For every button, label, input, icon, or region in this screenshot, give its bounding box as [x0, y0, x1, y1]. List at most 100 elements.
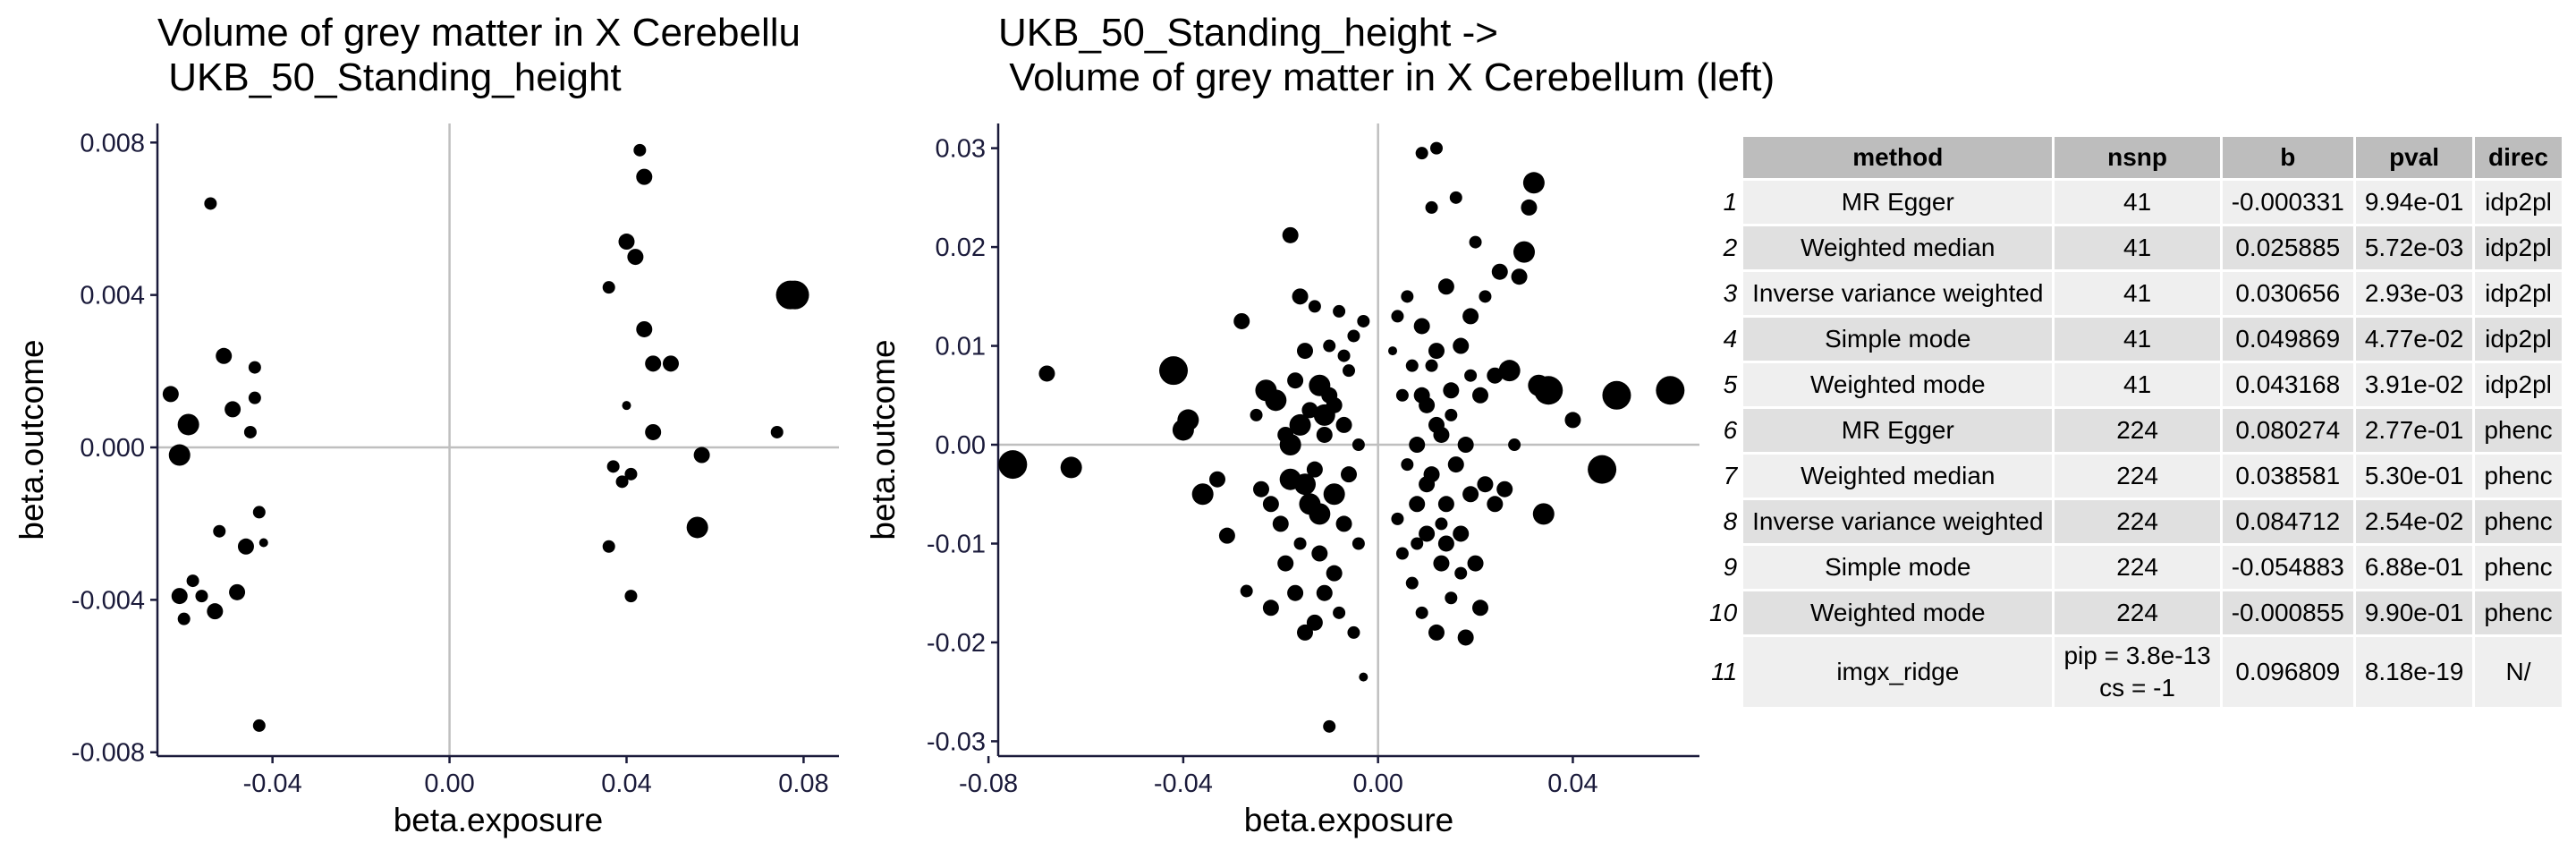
data-point: [252, 719, 266, 732]
data-point: [1279, 434, 1301, 456]
cell-pval: 9.90e-01: [2355, 591, 2473, 634]
data-point: [1060, 456, 1082, 479]
data-point: [1316, 426, 1333, 443]
data-point: [1522, 172, 1545, 194]
data-point: [1337, 349, 1351, 362]
data-point: [1347, 329, 1360, 343]
data-point: [216, 347, 233, 364]
data-point: [1437, 278, 1454, 295]
y-tick-label: 0.01: [936, 333, 986, 361]
data-point: [1321, 387, 1338, 404]
x-axis-title: beta.exposure: [394, 802, 604, 838]
data-point: [1401, 290, 1414, 303]
data-point: [186, 574, 199, 588]
x-tick-label: -0.04: [243, 770, 302, 798]
column-header-nsnp: nsnp: [2055, 137, 2220, 178]
left-chart-title: Volume of grey matter in X Cerebellu UKB…: [157, 11, 801, 99]
cell-direc: N/: [2475, 637, 2562, 707]
data-point: [177, 413, 199, 436]
data-point: [1508, 438, 1521, 452]
data-point: [1347, 625, 1360, 639]
data-point: [1437, 496, 1454, 513]
data-point: [243, 425, 257, 438]
data-point: [1326, 565, 1343, 582]
data-point: [1477, 476, 1494, 493]
cell-pval: 2.54e-02: [2355, 500, 2473, 543]
data-point: [1297, 343, 1313, 360]
data-point: [1449, 191, 1462, 204]
data-point: [1469, 235, 1482, 249]
data-point: [636, 320, 653, 337]
cell-b: 0.038581: [2222, 455, 2353, 498]
cell-direc: phenc: [2475, 591, 2562, 634]
data-point: [1430, 141, 1443, 155]
table-row: 3 Inverse variance weighted 41 0.030656 2.93…: [1709, 272, 2562, 315]
y-tick-label: -0.004: [72, 586, 145, 615]
cell-nsnp: 224: [2055, 409, 2220, 452]
cell-nsnp: 41: [2055, 272, 2220, 315]
cell-b: 0.030656: [2222, 272, 2353, 315]
row-number: 5: [1709, 363, 1741, 406]
x-tick-label: 0.00: [1352, 770, 1402, 798]
data-point: [633, 143, 647, 157]
data-point: [1457, 629, 1474, 646]
data-point: [207, 603, 224, 620]
table-row: 2 Weighted median 41 0.025885 5.72e-03 idp2pl: [1709, 226, 2562, 269]
cell-b: 0.096809: [2222, 637, 2353, 707]
cell-b: 0.080274: [2222, 409, 2353, 452]
data-point: [1453, 337, 1470, 354]
row-number: 8: [1709, 500, 1741, 543]
data-point: [1323, 339, 1336, 353]
data-point: [1415, 606, 1428, 619]
data-point: [1513, 241, 1535, 263]
data-point: [1443, 382, 1460, 399]
data-point: [1419, 525, 1436, 542]
data-point: [1287, 584, 1304, 601]
data-point: [1309, 503, 1331, 525]
data-point: [618, 234, 635, 251]
row-number: 1: [1709, 181, 1741, 224]
results-table-clip: method nsnp b pval direc 1 MR Egger 41 -0.00033…: [1707, 0, 2576, 859]
y-tick-label: -0.01: [927, 530, 986, 558]
data-point: [1335, 416, 1352, 433]
y-axis-title: beta.outcome: [865, 339, 902, 540]
y-tick-label: -0.02: [927, 629, 986, 658]
right-scatter-plot: -0.03 -0.02 -0.01 0.00 0.01 0.02 0.03 -0.08 -0.0…: [865, 123, 1699, 838]
y-tick-label: 0.000: [80, 434, 145, 463]
cell-method: Weighted median: [1743, 226, 2053, 269]
data-point: [615, 475, 629, 489]
x-tick-label: 0.04: [1547, 770, 1597, 798]
cell-nsnp: 224: [2055, 546, 2220, 589]
data-point: [1313, 404, 1335, 426]
cell-direc: idp2pl: [2475, 272, 2562, 315]
data-point: [1401, 458, 1414, 472]
data-point: [1498, 360, 1521, 382]
x-tick-label: -0.04: [1154, 770, 1213, 798]
table-row: 8 Inverse variance weighted 224 0.084712 2.5…: [1709, 500, 2562, 543]
data-point: [1428, 416, 1445, 433]
row-number: 9: [1709, 546, 1741, 589]
data-point: [168, 444, 191, 466]
data-point: [1457, 437, 1474, 454]
results-table: method nsnp b pval direc 1 MR Egger 41 -0.00033…: [1707, 134, 2564, 710]
data-point: [1534, 376, 1563, 405]
data-point: [1262, 600, 1279, 617]
data-point: [1308, 300, 1321, 313]
data-point: [1602, 380, 1631, 410]
data-point: [1233, 312, 1250, 329]
data-point: [770, 425, 784, 438]
data-point: [248, 361, 261, 374]
table-row: 4 Simple mode 41 0.049869 4.77e-02 idp2pl: [1709, 318, 2562, 361]
data-point: [1433, 555, 1450, 572]
data-point: [1297, 624, 1313, 641]
data-point: [602, 540, 615, 553]
data-point: [686, 516, 708, 539]
data-point: [1409, 496, 1426, 513]
data-point: [780, 280, 809, 310]
data-point: [1282, 226, 1299, 243]
cell-method: Inverse variance weighted: [1743, 272, 2053, 315]
data-point: [1391, 512, 1404, 525]
data-point: [1425, 359, 1438, 372]
cell-method: Inverse variance weighted: [1743, 500, 2053, 543]
data-point: [1388, 346, 1397, 356]
